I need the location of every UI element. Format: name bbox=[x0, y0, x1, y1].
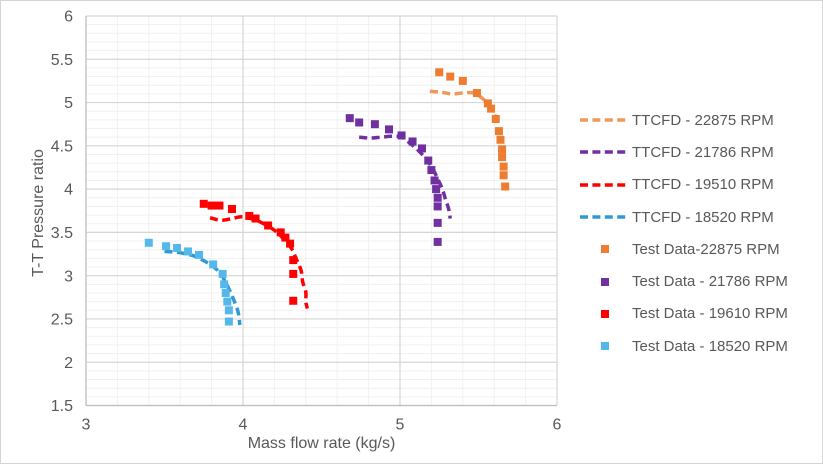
series-point-22875 bbox=[472, 89, 481, 98]
y-tick-label-2.5: 2.5 bbox=[51, 312, 73, 329]
series-point-22875 bbox=[499, 171, 508, 180]
series-point-22875 bbox=[498, 153, 507, 162]
legend-label: TTCFD - 22875 RPM bbox=[632, 111, 774, 129]
x-axis-title: Mass flow rate (kg/s) bbox=[247, 435, 396, 452]
series-point-21786 bbox=[397, 131, 406, 140]
series-point-21786 bbox=[433, 202, 442, 211]
y-axis-title: T-T Pressure ratio bbox=[30, 149, 47, 277]
y-tick-label-4.5: 4.5 bbox=[51, 138, 73, 155]
dashed-line-marker bbox=[579, 214, 630, 220]
series-point-18520 bbox=[144, 238, 153, 247]
series-point-22875 bbox=[496, 135, 505, 144]
series-point-19610 bbox=[228, 205, 237, 214]
series-point-18520 bbox=[224, 317, 233, 326]
series-point-21786 bbox=[433, 193, 442, 202]
series-point-19610 bbox=[207, 201, 216, 210]
y-tick-label-5: 5 bbox=[64, 95, 73, 112]
series-point-19610 bbox=[289, 256, 298, 265]
legend-label: TTCFD - 21786 RPM bbox=[632, 143, 774, 161]
series-point-22875 bbox=[494, 127, 503, 136]
dashed-line-marker bbox=[579, 149, 630, 155]
square-marker bbox=[579, 342, 630, 351]
x-tick-label-6: 6 bbox=[553, 417, 562, 434]
x-tick-label-5: 5 bbox=[396, 417, 405, 434]
series-point-22875 bbox=[435, 68, 444, 77]
series-point-21786 bbox=[432, 185, 441, 194]
series-point-22875 bbox=[458, 76, 467, 85]
dashed-line-marker bbox=[579, 117, 630, 123]
series-point-21786 bbox=[355, 118, 364, 127]
dashed-line-marker bbox=[579, 182, 630, 188]
series-point-21786 bbox=[385, 125, 394, 134]
square-marker bbox=[579, 309, 630, 318]
series-point-18520 bbox=[224, 306, 233, 315]
legend-label: Test Data - 19610 RPM bbox=[632, 305, 788, 323]
series-point-18520 bbox=[221, 288, 230, 297]
legend-label: TTCFD - 19510 RPM bbox=[632, 176, 774, 194]
series-point-22875 bbox=[498, 145, 507, 154]
series-point-21786 bbox=[433, 237, 442, 246]
series-point-18520 bbox=[220, 280, 229, 289]
series-point-18520 bbox=[162, 242, 171, 251]
series-point-21786 bbox=[370, 120, 379, 129]
series-point-19610 bbox=[245, 211, 254, 220]
series-point-21786 bbox=[430, 176, 439, 185]
legend-item-testdata-21786rpm: Test Data - 21786 RPM bbox=[579, 265, 788, 297]
legend-label: Test Data-22875 RPM bbox=[632, 240, 780, 258]
series-point-21786 bbox=[408, 137, 417, 146]
series-point-22875 bbox=[483, 99, 492, 108]
series-point-19610 bbox=[289, 296, 298, 305]
y-tick-label-3: 3 bbox=[64, 268, 73, 285]
series-point-19610 bbox=[286, 239, 295, 248]
y-tick-label-1.5: 1.5 bbox=[51, 398, 73, 415]
y-tick-label-5.5: 5.5 bbox=[51, 52, 73, 69]
y-tick-label-2: 2 bbox=[64, 355, 73, 372]
legend-item-ttcfd-21786rpm: TTCFD - 21786 RPM bbox=[579, 136, 788, 168]
series-point-19610 bbox=[264, 221, 273, 230]
legend-item-testdata-19610rpm: Test Data - 19610 RPM bbox=[579, 298, 788, 330]
legend-item-ttcfd-19510rpm: TTCFD - 19510 RPM bbox=[579, 169, 788, 201]
series-point-22875 bbox=[446, 72, 455, 81]
x-tick-label-3: 3 bbox=[82, 417, 91, 434]
series-point-21786 bbox=[345, 114, 354, 123]
series-point-19610 bbox=[289, 269, 298, 278]
legend-item-ttcfd-18520rpm: TTCFD - 18520 RPM bbox=[579, 201, 788, 233]
series-point-18520 bbox=[218, 269, 227, 278]
series-point-21786 bbox=[417, 144, 426, 153]
series-point-19610 bbox=[199, 199, 208, 208]
legend-label: Test Data - 18520 RPM bbox=[632, 337, 788, 355]
y-tick-label-6: 6 bbox=[64, 9, 73, 26]
square-marker bbox=[579, 277, 630, 286]
series-point-19610 bbox=[281, 233, 290, 242]
y-tick-label-4: 4 bbox=[64, 182, 73, 199]
legend-item-ttcfd-22875rpm: TTCFD - 22875 RPM bbox=[579, 104, 788, 136]
series-point-18520 bbox=[184, 247, 193, 256]
series-point-21786 bbox=[433, 218, 442, 227]
series-point-18520 bbox=[223, 297, 232, 306]
series-point-18520 bbox=[209, 260, 218, 269]
series-point-22875 bbox=[501, 182, 510, 191]
legend-item-testdata-22875rpm: Test Data-22875 RPM bbox=[579, 233, 788, 265]
square-marker bbox=[579, 245, 630, 254]
legend-label: Test Data - 21786 RPM bbox=[632, 273, 788, 291]
y-tick-label-3.5: 3.5 bbox=[51, 225, 73, 242]
series-point-22875 bbox=[499, 162, 508, 171]
series-point-21786 bbox=[427, 166, 436, 175]
legend-label: TTCFD - 18520 RPM bbox=[632, 208, 774, 226]
series-point-19610 bbox=[251, 214, 260, 223]
series-point-19610 bbox=[276, 228, 285, 237]
series-point-19610 bbox=[215, 201, 224, 210]
series-point-22875 bbox=[487, 104, 496, 113]
series-point-22875 bbox=[491, 115, 500, 124]
series-point-21786 bbox=[424, 156, 433, 165]
legend: TTCFD - 22875 RPM TTCFD - 21786 RPM TTCF… bbox=[579, 104, 788, 362]
legend-item-testdata-18520rpm: Test Data - 18520 RPM bbox=[579, 330, 788, 362]
series-line-21786 bbox=[359, 134, 452, 219]
series-line-18520 bbox=[164, 249, 242, 326]
series-point-18520 bbox=[173, 243, 182, 252]
x-tick-label-4: 4 bbox=[239, 417, 248, 434]
series-point-18520 bbox=[195, 250, 204, 259]
